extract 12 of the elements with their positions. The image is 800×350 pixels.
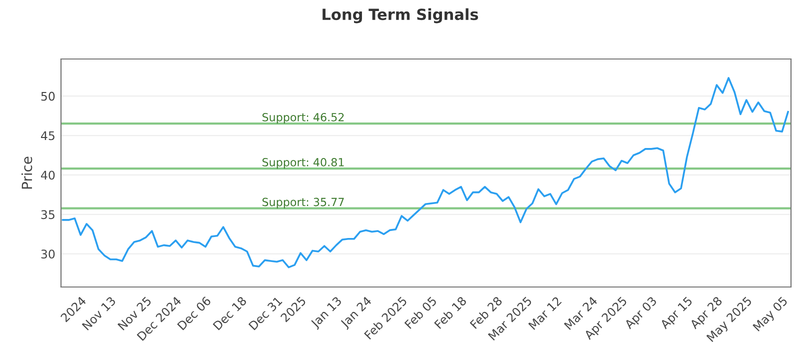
- x-tick-label: Dec 18: [212, 296, 248, 330]
- y-tick-label: 30: [41, 250, 55, 259]
- y-tick-label: 35: [41, 210, 54, 220]
- y-tick-label: 50: [41, 92, 55, 101]
- ref-line-label: Support: 46.52: [262, 112, 344, 124]
- ref-line-label: Support: 35.77: [262, 198, 344, 208]
- line-series: [62, 77, 789, 268]
- y-tick-label: 40: [41, 170, 55, 180]
- y-axis-title: Price: [21, 156, 32, 189]
- y-tick-label: 45: [41, 131, 54, 140]
- ref-line-label: Support: 40.81: [262, 158, 344, 169]
- chart-title: Long Term Signals: [322, 8, 478, 24]
